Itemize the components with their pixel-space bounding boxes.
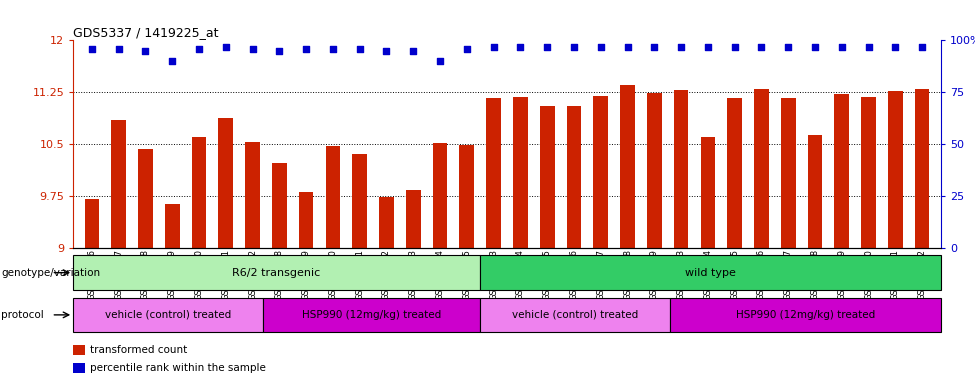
- Bar: [326, 146, 340, 248]
- Point: [726, 43, 742, 50]
- Point: [165, 58, 180, 64]
- Bar: [73, 363, 85, 373]
- Bar: [888, 91, 903, 248]
- Point: [780, 43, 796, 50]
- Text: vehicle (control) treated: vehicle (control) treated: [105, 310, 231, 320]
- Bar: [835, 94, 849, 248]
- Point: [834, 43, 849, 50]
- Bar: [781, 98, 796, 248]
- Bar: [487, 98, 501, 248]
- Bar: [433, 142, 448, 248]
- Bar: [915, 89, 929, 248]
- Point: [298, 46, 314, 52]
- Bar: [861, 97, 876, 248]
- Text: protocol: protocol: [1, 310, 44, 320]
- Bar: [138, 149, 153, 248]
- Bar: [620, 84, 635, 248]
- Bar: [111, 120, 126, 248]
- Bar: [73, 298, 263, 332]
- Text: percentile rank within the sample: percentile rank within the sample: [90, 363, 265, 373]
- Text: vehicle (control) treated: vehicle (control) treated: [512, 310, 638, 320]
- Bar: [647, 93, 662, 248]
- Point: [325, 46, 340, 52]
- Point: [754, 43, 769, 50]
- Bar: [807, 135, 822, 248]
- Bar: [272, 163, 287, 248]
- Point: [646, 43, 662, 50]
- Text: GDS5337 / 1419225_at: GDS5337 / 1419225_at: [73, 26, 218, 39]
- Point: [620, 43, 636, 50]
- Point: [807, 43, 823, 50]
- Text: HSP990 (12mg/kg) treated: HSP990 (12mg/kg) treated: [736, 310, 875, 320]
- Bar: [85, 199, 99, 248]
- Text: genotype/variation: genotype/variation: [1, 268, 100, 278]
- Point: [861, 43, 877, 50]
- Point: [272, 48, 288, 54]
- Point: [593, 43, 608, 50]
- Bar: [459, 146, 474, 248]
- Bar: [480, 255, 941, 290]
- Point: [218, 43, 234, 50]
- Text: transformed count: transformed count: [90, 345, 187, 355]
- Bar: [298, 192, 314, 248]
- Bar: [352, 154, 367, 248]
- Bar: [674, 90, 688, 248]
- Bar: [192, 137, 207, 248]
- Text: HSP990 (12mg/kg) treated: HSP990 (12mg/kg) treated: [302, 310, 441, 320]
- Bar: [480, 298, 670, 332]
- Point: [513, 43, 528, 50]
- Point: [674, 43, 689, 50]
- Bar: [594, 96, 608, 248]
- Bar: [263, 298, 480, 332]
- Point: [566, 43, 582, 50]
- Point: [352, 46, 368, 52]
- Bar: [245, 142, 260, 248]
- Point: [486, 43, 501, 50]
- Bar: [218, 118, 233, 248]
- Bar: [379, 197, 394, 248]
- Bar: [165, 204, 179, 248]
- Bar: [540, 106, 555, 248]
- Bar: [700, 137, 716, 248]
- Point: [887, 43, 903, 50]
- Point: [406, 48, 421, 54]
- Bar: [73, 345, 85, 355]
- Bar: [727, 98, 742, 248]
- Bar: [566, 106, 581, 248]
- Point: [137, 48, 153, 54]
- Point: [245, 46, 260, 52]
- Point: [539, 43, 555, 50]
- Point: [84, 46, 99, 52]
- Point: [459, 46, 475, 52]
- Text: R6/2 transgenic: R6/2 transgenic: [232, 268, 321, 278]
- Point: [191, 46, 207, 52]
- Bar: [406, 190, 420, 248]
- Point: [378, 48, 394, 54]
- Bar: [73, 255, 480, 290]
- Point: [915, 43, 930, 50]
- Point: [111, 46, 127, 52]
- Bar: [670, 298, 941, 332]
- Point: [700, 43, 716, 50]
- Point: [432, 58, 448, 64]
- Bar: [754, 89, 769, 248]
- Bar: [513, 97, 527, 248]
- Text: wild type: wild type: [685, 268, 736, 278]
